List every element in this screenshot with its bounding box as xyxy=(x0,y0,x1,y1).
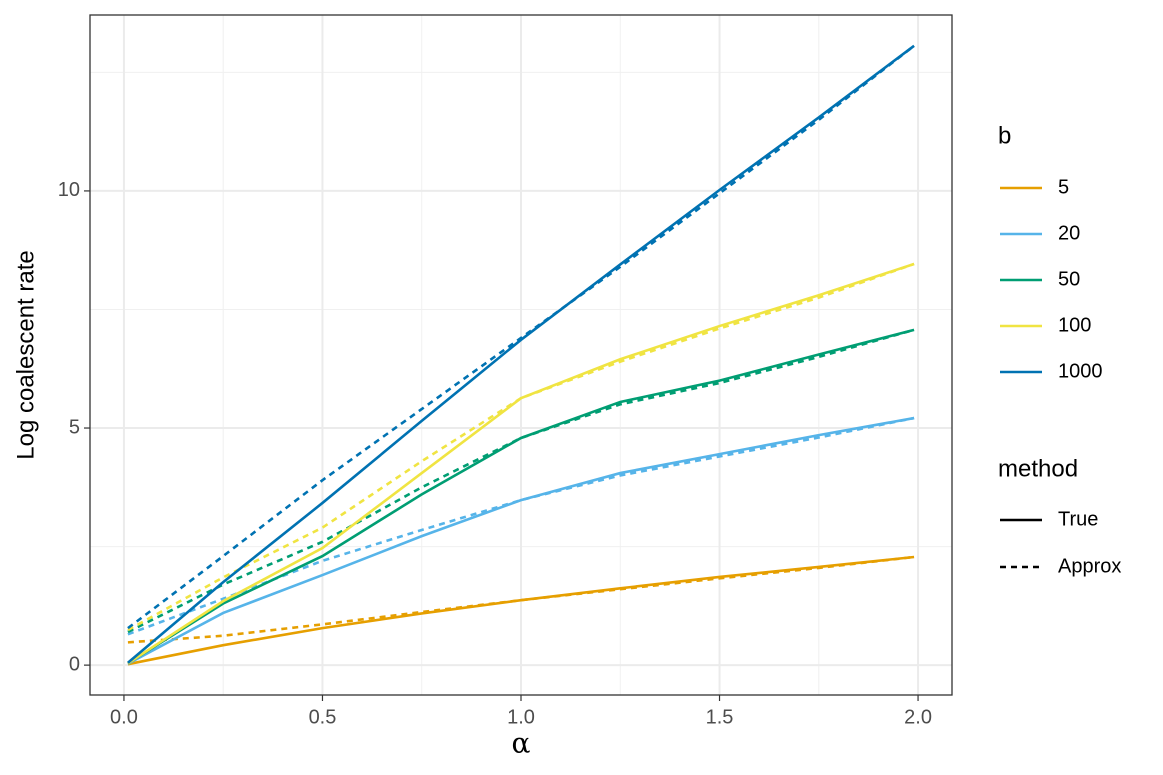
legend-label: Approx xyxy=(1058,555,1121,577)
plot-lines xyxy=(127,44,915,666)
y-axis-title: Log coalescent rate xyxy=(12,250,39,459)
legend-label: 1000 xyxy=(1058,360,1103,382)
x-tick-label: 0.0 xyxy=(110,706,138,728)
line xyxy=(127,555,915,666)
legend-label: 50 xyxy=(1058,268,1080,290)
line xyxy=(127,416,915,665)
x-tick-label: 2.0 xyxy=(904,706,932,728)
y-tick-label: 10 xyxy=(58,179,80,201)
legend-title: method xyxy=(998,455,1078,482)
legend-label: 5 xyxy=(1058,176,1069,198)
x-tick-label: 1.0 xyxy=(507,706,535,728)
legend-label: 20 xyxy=(1058,222,1080,244)
line xyxy=(127,44,915,630)
x-tick-label: 1.5 xyxy=(706,706,734,728)
x-axis-title: α xyxy=(512,727,531,760)
y-tick-label: 0 xyxy=(69,653,80,675)
line xyxy=(127,328,915,665)
legend-title: b xyxy=(998,122,1011,149)
line xyxy=(127,44,915,664)
line xyxy=(127,416,915,636)
labels: 0.0 0.5 1.0 1.5 2.0 0 5 10 5 20 50 100 1000 True Appro… xyxy=(58,176,1122,728)
grid xyxy=(90,15,952,695)
line xyxy=(127,262,915,665)
y-tick-label: 5 xyxy=(69,416,80,438)
x-tick-label: 0.5 xyxy=(309,706,337,728)
legend-label: True xyxy=(1058,508,1098,530)
legend-label: 100 xyxy=(1058,314,1091,336)
